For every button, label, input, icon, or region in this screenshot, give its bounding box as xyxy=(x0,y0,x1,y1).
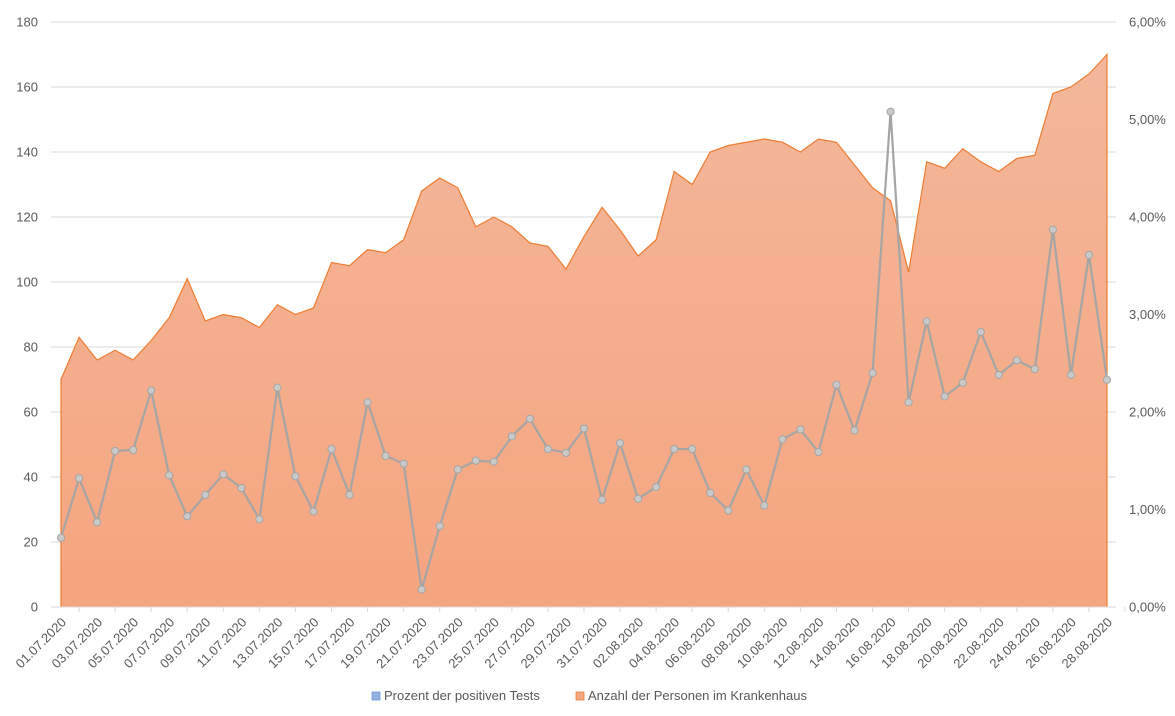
positive-tests-marker xyxy=(453,465,462,474)
positive-tests-marker xyxy=(922,317,931,326)
positive-tests-marker xyxy=(832,380,841,389)
positive-tests-marker xyxy=(111,446,120,456)
positive-tests-marker xyxy=(760,501,769,510)
left-axis-tick-label: 120 xyxy=(16,210,38,225)
legend-label-hospital: Anzahl der Personen im Krankenhaus xyxy=(588,688,807,703)
positive-tests-marker xyxy=(92,518,102,527)
positive-tests-marker xyxy=(1102,375,1112,384)
hospital-area-outline xyxy=(60,52,1108,607)
positive-tests-marker xyxy=(471,456,480,465)
positive-tests-marker xyxy=(1066,370,1076,380)
positive-tests-marker xyxy=(507,432,516,441)
positive-tests-marker xyxy=(814,447,823,457)
positive-tests-marker xyxy=(147,386,156,395)
positive-tests-marker xyxy=(363,398,372,407)
positive-tests-marker xyxy=(561,448,571,458)
positive-tests-marker xyxy=(56,533,66,542)
positive-tests-marker xyxy=(1012,356,1021,365)
positive-tests-marker xyxy=(327,444,336,454)
right-axis-tick-label: 6,00% xyxy=(1129,15,1166,30)
positive-tests-marker xyxy=(634,494,643,503)
left-axis-tick-label: 20 xyxy=(24,535,38,550)
positive-tests-marker xyxy=(976,327,985,337)
positive-tests-marker xyxy=(74,474,84,483)
positive-tests-marker xyxy=(579,424,589,433)
positive-tests-marker xyxy=(543,444,553,454)
positive-tests-marker xyxy=(597,495,607,504)
left-axis-tick-label: 0 xyxy=(31,600,38,615)
left-axis-tick-label: 60 xyxy=(24,405,38,420)
positive-tests-marker xyxy=(489,457,498,466)
legend: Prozent der positiven Tests Anzahl der Pe… xyxy=(371,688,807,703)
left-axis-tick-label: 100 xyxy=(16,275,38,290)
right-axis-tick-label: 4,00% xyxy=(1129,210,1166,225)
right-axis-tick-label: 3,00% xyxy=(1129,307,1166,322)
right-axis-tick-label: 1,00% xyxy=(1129,502,1166,517)
left-axis-tick-label: 80 xyxy=(24,340,38,355)
positive-tests-marker xyxy=(255,515,264,524)
positive-tests-marker xyxy=(778,435,787,444)
positive-tests-marker xyxy=(796,425,805,434)
hospital-area-series xyxy=(60,52,1108,607)
legend-swatch-positive-tests xyxy=(371,691,381,701)
positive-tests-marker xyxy=(615,439,625,448)
positive-tests-marker xyxy=(291,472,300,481)
positive-tests-markers xyxy=(56,107,1112,594)
positive-tests-marker xyxy=(1084,250,1094,260)
positive-tests-marker xyxy=(345,490,354,499)
positive-tests-marker xyxy=(399,459,408,468)
left-axis-tick-label: 180 xyxy=(16,15,38,30)
legend-label-positive-tests: Prozent der positiven Tests xyxy=(384,688,540,703)
positive-tests-marker xyxy=(237,483,246,493)
right-axis-tick-label: 5,00% xyxy=(1129,112,1166,127)
left-axis-tick-label: 160 xyxy=(16,80,38,95)
right-axis-tick-label: 0,00% xyxy=(1129,600,1166,615)
legend-swatch-hospital xyxy=(575,691,585,701)
positive-tests-marker xyxy=(417,585,426,594)
positive-tests-marker xyxy=(688,444,697,454)
positive-tests-marker xyxy=(940,392,949,401)
positive-tests-marker xyxy=(381,451,390,460)
positive-tests-marker xyxy=(670,444,679,454)
positive-tests-marker xyxy=(850,426,859,435)
positive-tests-marker xyxy=(219,470,228,479)
positive-tests-marker xyxy=(652,482,661,492)
positive-tests-marker xyxy=(868,368,877,378)
positive-tests-marker xyxy=(165,471,174,480)
positive-tests-marker xyxy=(724,506,733,515)
positive-tests-marker xyxy=(742,465,751,474)
left-axis-tick-label: 140 xyxy=(16,145,38,160)
positive-tests-marker xyxy=(309,507,318,516)
right-axis-tick-label: 2,00% xyxy=(1129,405,1166,420)
positive-tests-marker xyxy=(904,398,913,407)
positive-tests-marker xyxy=(1048,225,1057,234)
positive-tests-marker xyxy=(201,490,210,499)
positive-tests-marker xyxy=(435,521,444,531)
hospital-area-fill xyxy=(61,54,1107,607)
positive-tests-marker xyxy=(706,488,715,498)
positive-tests-marker xyxy=(525,414,534,423)
positive-tests-marker xyxy=(273,383,282,392)
positive-tests-marker xyxy=(129,445,138,455)
positive-tests-marker xyxy=(183,512,192,521)
positive-tests-marker xyxy=(1030,365,1039,374)
positive-tests-marker xyxy=(886,107,895,116)
left-axis-tick-label: 40 xyxy=(24,470,38,485)
positive-tests-marker xyxy=(958,378,967,387)
positive-tests-marker xyxy=(994,370,1003,380)
